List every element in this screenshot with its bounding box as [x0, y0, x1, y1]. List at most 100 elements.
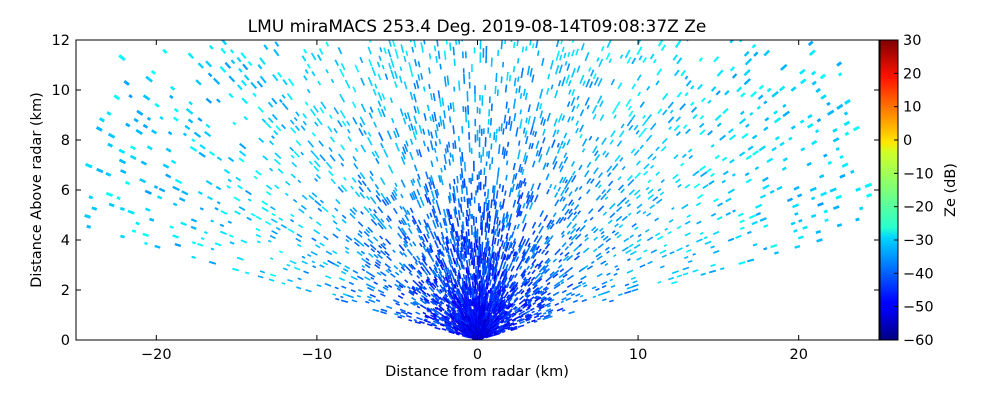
- echo-gate: [224, 61, 232, 69]
- echo-gate: [669, 251, 675, 255]
- echo-gate: [434, 326, 441, 330]
- echo-gate: [798, 219, 803, 223]
- echo-gate: [360, 103, 367, 113]
- echo-gate: [558, 64, 563, 74]
- y-tick-label: 6: [61, 183, 70, 199]
- echo-gate: [368, 299, 376, 303]
- echo-gate: [359, 172, 366, 180]
- echo-gate: [406, 112, 412, 122]
- echo-gate: [403, 143, 409, 153]
- echo-gate: [816, 118, 822, 123]
- echo-gate: [594, 180, 601, 188]
- echo-gate: [606, 165, 613, 173]
- echo-gate: [575, 293, 581, 297]
- echo-gate: [393, 265, 399, 270]
- echo-gate: [199, 144, 206, 150]
- echo-gate: [416, 188, 421, 196]
- echo-gate: [383, 47, 387, 55]
- echo-gate: [336, 260, 342, 265]
- echo-gate: [538, 265, 546, 273]
- echo-gate: [470, 249, 473, 258]
- echo-gate: [494, 209, 498, 218]
- echo-gate: [525, 294, 529, 298]
- echo-gate: [340, 162, 345, 167]
- echo-gate: [441, 243, 445, 251]
- echo-gate: [459, 173, 462, 181]
- echo-gate: [290, 173, 296, 179]
- echo-gate: [660, 145, 667, 152]
- y-tick-label: 4: [61, 233, 70, 249]
- echo-gate: [443, 154, 447, 165]
- echo-gate: [442, 218, 446, 226]
- echo-gate: [340, 62, 346, 71]
- echo-gate: [493, 237, 497, 245]
- echo-gate: [386, 130, 393, 140]
- echo-gate: [381, 199, 388, 207]
- echo-gate: [162, 48, 168, 54]
- echo-gate: [468, 288, 472, 298]
- echo-gate: [637, 233, 642, 238]
- echo-gate: [315, 221, 322, 227]
- echo-gate: [449, 102, 452, 110]
- echo-gate: [404, 279, 409, 284]
- echo-gate: [173, 107, 179, 113]
- echo-gate: [371, 151, 376, 157]
- echo-gate: [363, 206, 370, 214]
- echo-gate: [450, 223, 455, 233]
- echo-gate: [431, 300, 438, 307]
- echo-gate: [199, 207, 204, 211]
- echo-gate: [496, 177, 499, 185]
- echo-gate: [773, 110, 778, 115]
- echo-gate: [525, 245, 531, 253]
- echo-gate: [586, 104, 590, 110]
- echo-gate: [393, 207, 398, 215]
- echo-gate: [646, 85, 651, 91]
- echo-gate: [416, 227, 421, 234]
- echo-gate: [510, 303, 516, 308]
- echo-gate: [398, 75, 403, 84]
- echo-gate: [631, 83, 637, 90]
- echo-gate: [527, 281, 533, 287]
- echo-gate: [561, 76, 566, 87]
- echo-gate: [719, 134, 727, 141]
- echo-gate: [227, 178, 232, 183]
- echo-gate: [424, 183, 430, 193]
- echo-gate: [265, 122, 272, 129]
- echo-gate: [398, 284, 404, 289]
- echo-gate: [599, 227, 604, 232]
- echo-gate: [649, 204, 655, 210]
- echo-gate: [430, 131, 434, 139]
- echo-gate: [233, 196, 241, 202]
- echo-gate: [566, 63, 571, 71]
- echo-gate: [446, 267, 452, 277]
- echo-gate: [359, 192, 366, 199]
- echo-gate: [514, 273, 518, 279]
- echo-gate: [607, 180, 614, 187]
- echo-gate: [383, 105, 387, 111]
- echo-gate: [400, 292, 405, 296]
- echo-gate: [380, 222, 387, 230]
- echo-gate: [262, 155, 269, 161]
- echo-gate: [566, 254, 574, 262]
- echo-gate: [325, 161, 333, 170]
- echo-gate: [293, 266, 301, 271]
- echo-gate: [178, 197, 186, 202]
- echo-gate: [507, 222, 512, 231]
- echo-gate: [140, 28, 146, 33]
- echo-gate: [596, 95, 603, 104]
- echo-gate: [419, 196, 425, 207]
- echo-gate: [424, 193, 429, 203]
- echo-gate: [509, 293, 515, 300]
- echo-gate: [517, 149, 521, 160]
- echo-gate: [737, 212, 744, 217]
- echo-gate: [197, 242, 204, 247]
- echo-gate: [547, 309, 554, 313]
- echo-gate: [559, 251, 564, 256]
- echo-gate: [575, 127, 579, 134]
- echo-gate: [430, 307, 437, 313]
- echo-gate: [514, 281, 519, 287]
- echo-gate: [419, 304, 427, 310]
- echo-gate: [637, 40, 642, 44]
- echo-gate: [272, 73, 279, 82]
- echo-gate: [489, 117, 492, 126]
